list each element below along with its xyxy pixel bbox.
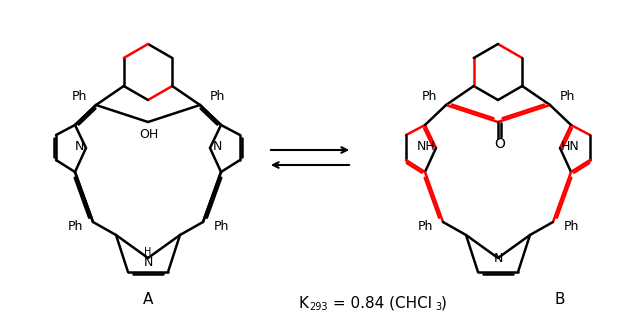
Text: N: N [74, 139, 84, 153]
Text: OH: OH [140, 129, 159, 141]
Text: 3: 3 [435, 302, 441, 312]
Text: Ph: Ph [559, 90, 575, 102]
Text: HN: HN [561, 139, 579, 153]
Text: Ph: Ph [67, 220, 83, 234]
Text: A: A [143, 293, 153, 308]
Text: Ph: Ph [71, 90, 86, 102]
Text: K: K [298, 296, 308, 311]
Text: ): ) [441, 296, 447, 311]
Text: H: H [144, 247, 152, 257]
Text: 293: 293 [309, 302, 328, 312]
Text: O: O [495, 137, 506, 151]
Text: N: N [493, 252, 502, 264]
Text: Ph: Ph [417, 220, 433, 234]
Text: Ph: Ph [563, 220, 579, 234]
Text: Ph: Ph [213, 220, 228, 234]
Text: NH: NH [417, 139, 435, 153]
Text: = 0.84 (CHCl: = 0.84 (CHCl [328, 296, 432, 311]
Text: N: N [143, 256, 153, 270]
Text: N: N [212, 139, 221, 153]
Text: B: B [555, 293, 565, 308]
Text: Ph: Ph [421, 90, 436, 102]
Text: Ph: Ph [209, 90, 225, 102]
